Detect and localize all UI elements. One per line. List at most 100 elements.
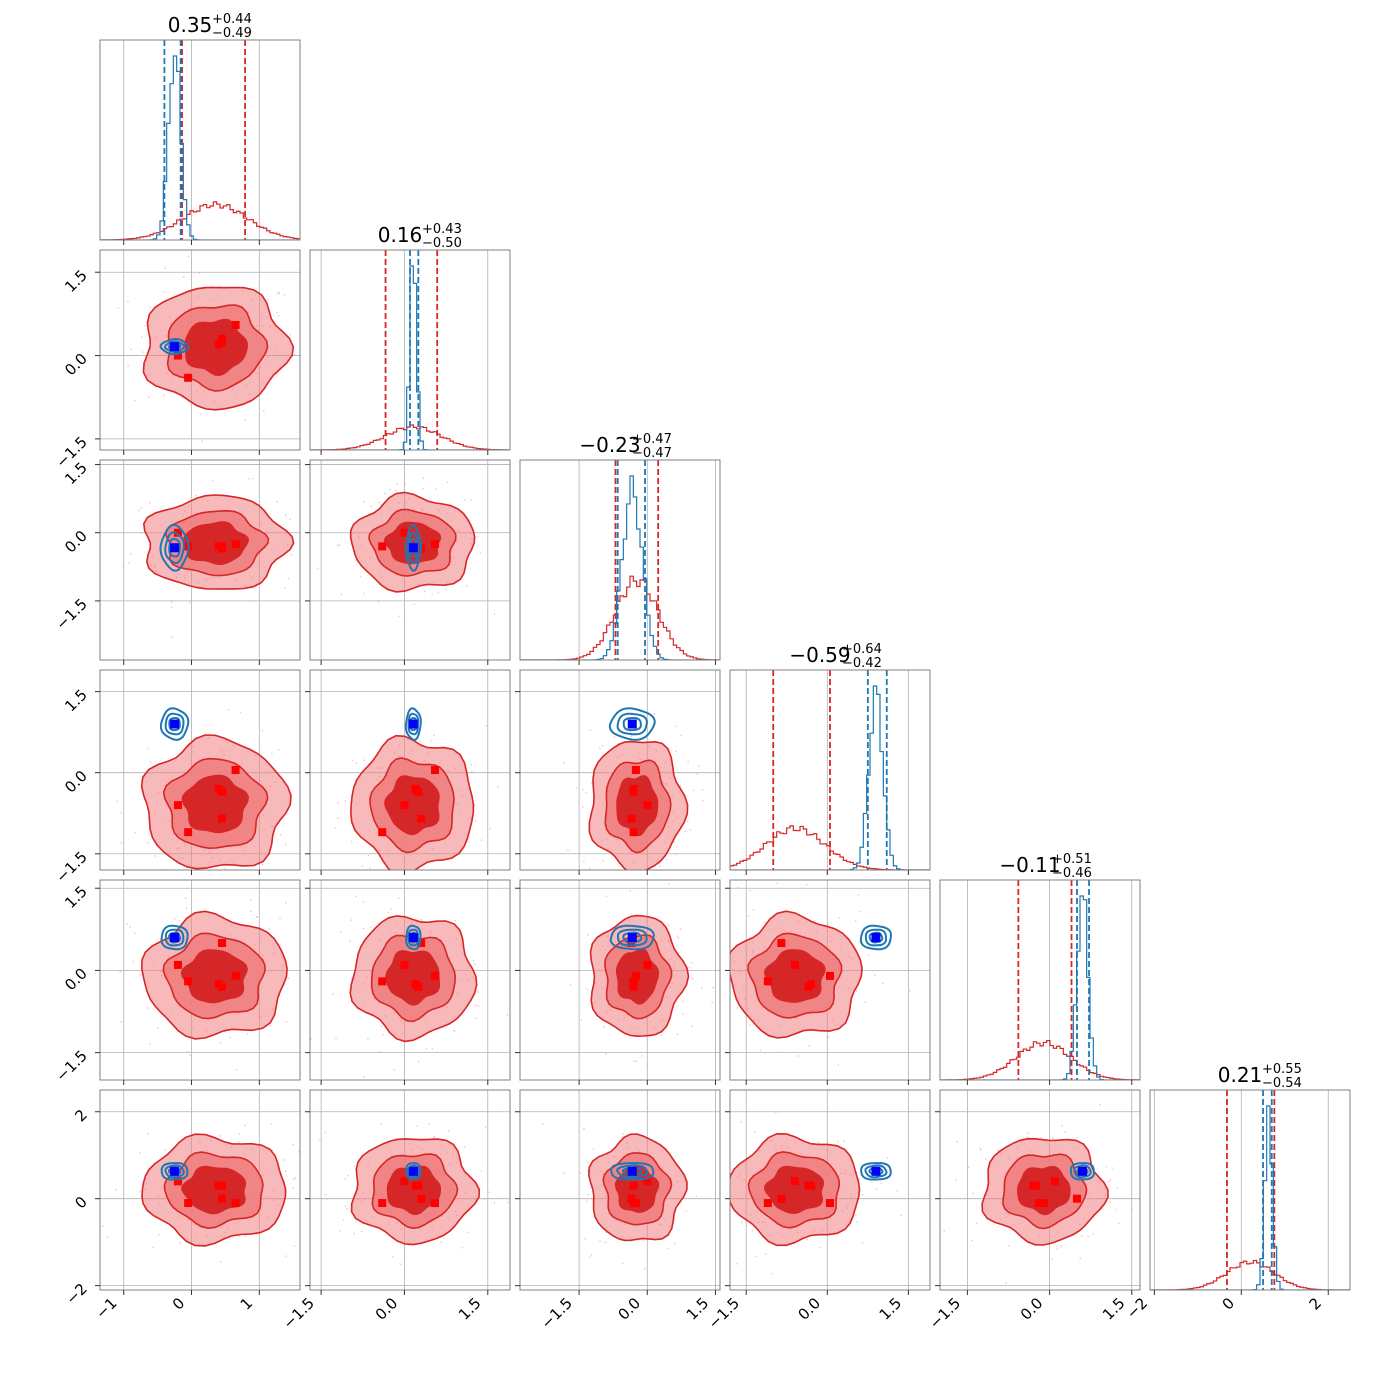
sample-point <box>580 1018 583 1021</box>
marker-square-blue <box>170 719 180 729</box>
sample-point <box>334 827 337 829</box>
sample-point <box>128 562 131 564</box>
marker-square <box>417 814 426 823</box>
sample-point <box>667 1247 670 1250</box>
sample-point <box>818 1246 821 1249</box>
panel-frame <box>519 879 721 1081</box>
sample-point <box>722 957 724 959</box>
marker-square-blue <box>1077 1166 1087 1176</box>
contour-level-2 <box>181 774 249 834</box>
sample-point <box>283 294 286 296</box>
sample-point <box>294 353 296 356</box>
sample-point <box>699 978 701 980</box>
sample-point <box>1079 1257 1082 1260</box>
sample-point <box>116 800 119 803</box>
sample-point <box>370 505 372 508</box>
sample-point <box>332 550 334 552</box>
sample-point <box>604 1241 607 1244</box>
sample-point <box>211 479 214 482</box>
sample-point <box>747 915 750 918</box>
blue-contour-1 <box>864 1164 888 1179</box>
sample-point <box>605 895 608 898</box>
histogram-panel-1: 0.16 +0.43−0.50 <box>309 222 511 455</box>
sample-point <box>880 1182 883 1185</box>
x-tick-label: 0 <box>1219 1294 1238 1313</box>
blue-contour-1 <box>616 712 648 736</box>
marker-square <box>417 1194 426 1203</box>
x-tick-label: 0.0 <box>795 1294 825 1324</box>
sample-point <box>139 1151 141 1154</box>
sample-point <box>673 841 676 844</box>
sample-point <box>158 883 160 885</box>
sample-point <box>817 1141 820 1144</box>
sample-point <box>588 1256 591 1259</box>
blue-contour-2 <box>168 717 181 732</box>
sample-point <box>956 1140 959 1143</box>
marker-square <box>629 1181 638 1190</box>
sample-point <box>1008 1244 1010 1247</box>
marker-square <box>777 1194 786 1203</box>
sample-point <box>149 1043 151 1046</box>
contour-panel-4-3 <box>693 879 931 1085</box>
title-plus: +0.64 <box>842 642 882 657</box>
blue-contour-2 <box>622 717 642 732</box>
sample-point <box>1060 1245 1063 1248</box>
contour-level-2 <box>180 949 248 1004</box>
histogram-panel-3: −0.59+0.64−0.42 <box>729 642 931 875</box>
sample-point <box>900 1214 902 1216</box>
sample-point <box>140 336 143 339</box>
sample-point <box>770 1272 773 1275</box>
marker-square <box>400 1177 409 1186</box>
sample-point <box>138 509 141 512</box>
x-tick-label: −1.5 <box>926 1294 964 1332</box>
blue-contour-0 <box>610 1162 655 1181</box>
sample-point <box>148 396 150 399</box>
sample-point <box>692 789 695 792</box>
sample-point <box>660 1034 663 1037</box>
sample-point <box>384 492 387 495</box>
sample-point <box>685 1210 688 1213</box>
panel-content <box>520 460 720 660</box>
sample-point <box>693 997 695 999</box>
sample-point <box>345 1208 348 1210</box>
contour-panel-5-4: −1.5 0.0 1.5 <box>926 1089 1141 1333</box>
sample-point <box>355 762 358 765</box>
sample-point <box>227 709 230 711</box>
marker-square <box>629 1199 638 1208</box>
sample-point <box>149 306 152 309</box>
panel-frame <box>309 459 511 661</box>
y-tick-label: 2 <box>71 1106 90 1125</box>
contour-level-2 <box>181 1165 247 1215</box>
sample-point <box>163 290 166 293</box>
sample-point <box>691 977 694 980</box>
panel-content <box>310 670 510 870</box>
sample-point <box>92 536 94 538</box>
panel-frame <box>939 1089 1141 1291</box>
sample-point <box>390 907 393 910</box>
sample-point <box>1115 1208 1118 1211</box>
marker-square <box>431 1199 439 1208</box>
blue-contour-0 <box>1069 1162 1096 1181</box>
sample-point <box>675 853 678 856</box>
sample-point <box>776 882 779 885</box>
sample-point <box>909 990 911 992</box>
sample-point <box>708 982 710 984</box>
panel-content <box>310 460 510 660</box>
sample-point <box>416 1125 418 1128</box>
panel-frame <box>519 459 721 661</box>
sample-point <box>261 729 264 732</box>
sample-point <box>691 962 693 964</box>
histogram-panel-5: −2 0 2 0.21 +0.55−0.54 <box>1123 1062 1351 1322</box>
contour-panel-2-1 <box>305 459 511 665</box>
blue-contour-0 <box>160 924 189 951</box>
sample-point <box>305 1009 307 1011</box>
histogram-panel-2: −0.23+0.47−0.47 <box>519 432 721 665</box>
contour-level-2 <box>616 775 659 837</box>
sample-point <box>164 267 167 270</box>
marker-square <box>400 960 409 969</box>
sample-point <box>479 551 482 554</box>
sample-point <box>838 917 841 920</box>
sample-point <box>886 1157 889 1159</box>
sample-point <box>1111 1167 1114 1169</box>
sample-point <box>629 889 632 892</box>
